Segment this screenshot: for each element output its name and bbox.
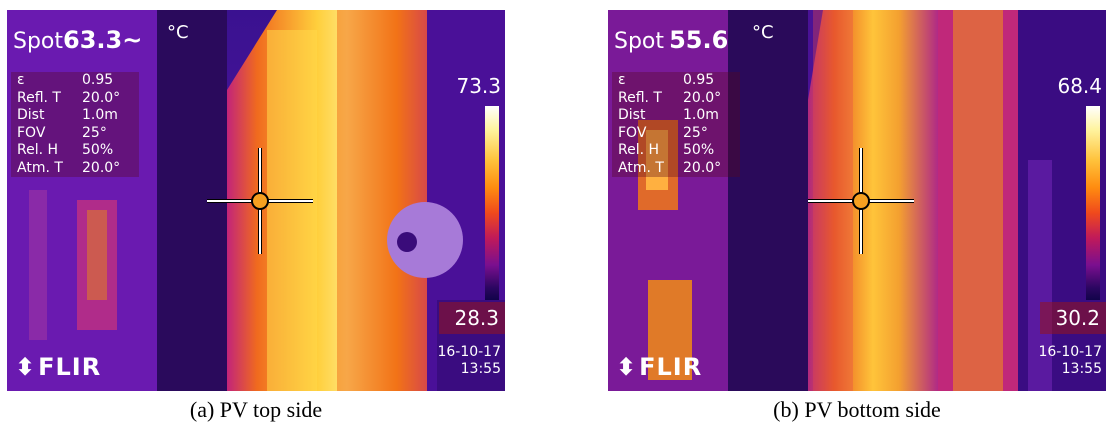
figure-caption: (b) PV bottom side <box>773 397 941 422</box>
param-row: Atm. T 20.0° <box>612 160 740 178</box>
thermal-image-a: Spot63.3~ °C ε 0.95 Refl. T 20.0° Dist 1.0m… <box>7 10 505 391</box>
param-row: Refl. T 20.0° <box>11 90 139 108</box>
param-key: Rel. H <box>17 142 59 158</box>
param-value: 0.95 <box>82 72 114 88</box>
thermal-image-b: Spot 55.6 °C ε 0.95 Refl. T 20.0° Dist 1.0m… <box>608 10 1106 391</box>
param-value: 20.0° <box>82 159 121 176</box>
param-key: Refl. T <box>17 89 61 106</box>
spot-label: Spot <box>614 29 665 54</box>
flir-mark-icon: ⬍ <box>15 353 37 381</box>
param-key: Dist <box>618 107 646 123</box>
crosshair-icon <box>207 148 313 254</box>
param-value: 20.0° <box>683 159 722 176</box>
spot-readout: Spot 55.6 <box>614 26 728 54</box>
thermal-figure-a: Spot63.3~ °C ε 0.95 Refl. T 20.0° Dist 1.0m… <box>7 10 505 423</box>
param-value: 50% <box>683 142 715 158</box>
flir-mark-icon: ⬍ <box>616 353 638 381</box>
param-row: Dist 1.0m <box>11 107 139 125</box>
param-value: 50% <box>82 142 114 158</box>
thermal-figure-b: Spot 55.6 °C ε 0.95 Refl. T 20.0° Dist 1.0m… <box>608 10 1106 423</box>
spot-readout: Spot63.3~ <box>13 26 142 54</box>
param-key: Atm. T <box>618 159 664 176</box>
param-row: FOV 25° <box>612 125 740 143</box>
param-row: Refl. T 20.0° <box>612 90 740 108</box>
logo-text: FLIR <box>38 353 102 381</box>
scale-max-value: 73.3 <box>456 74 501 98</box>
param-value: 1.0m <box>82 107 118 123</box>
crosshair-icon <box>808 148 914 254</box>
param-value: 20.0° <box>82 89 121 106</box>
camera-parameters: ε 0.95 Refl. T 20.0° Dist 1.0m FOV 25° Rel. … <box>11 72 139 177</box>
scale-min-value: 28.3 <box>439 302 505 334</box>
scale-min-value: 30.2 <box>1040 302 1106 334</box>
temperature-unit: °C <box>167 22 189 43</box>
param-value: 25° <box>82 124 107 141</box>
param-row: Rel. H 50% <box>11 142 139 160</box>
spot-value: 55.6 <box>669 26 729 54</box>
spot-label: Spot <box>13 29 64 54</box>
param-value: 20.0° <box>683 89 722 106</box>
param-key: Rel. H <box>618 142 660 158</box>
logo-text: FLIR <box>639 353 703 381</box>
param-key: Atm. T <box>17 159 63 176</box>
spot-value: 63.3~ <box>63 26 143 54</box>
param-key: ε <box>17 72 25 88</box>
time-text: 13:55 <box>1061 361 1102 377</box>
figure-caption: (a) PV top side <box>189 397 323 422</box>
param-value: 1.0m <box>683 107 719 123</box>
param-key: Refl. T <box>618 89 662 106</box>
param-key: Dist <box>17 107 45 123</box>
param-key: FOV <box>618 124 647 141</box>
timestamp: 16-10-17 13:55 <box>437 344 501 378</box>
flir-logo: ⬍ FLIR <box>616 353 702 381</box>
param-value: 0.95 <box>683 72 715 88</box>
param-row: ε 0.95 <box>11 72 139 90</box>
thermal-scene-a <box>7 10 505 391</box>
param-key: ε <box>618 72 626 88</box>
color-scale-bar <box>1086 106 1100 300</box>
date-text: 16-10-17 <box>437 344 501 360</box>
color-scale-bar <box>485 106 499 300</box>
param-row: FOV 25° <box>11 125 139 143</box>
param-value: 25° <box>683 124 708 141</box>
scale-max-value: 68.4 <box>1057 74 1102 98</box>
time-text: 13:55 <box>460 361 501 377</box>
param-row: ε 0.95 <box>612 72 740 90</box>
param-row: Atm. T 20.0° <box>11 160 139 178</box>
camera-parameters: ε 0.95 Refl. T 20.0° Dist 1.0m FOV 25° Rel. … <box>612 72 740 177</box>
param-row: Rel. H 50% <box>612 142 740 160</box>
date-text: 16-10-17 <box>1038 344 1102 360</box>
flir-logo: ⬍ FLIR <box>15 353 101 381</box>
param-key: FOV <box>17 124 46 141</box>
param-row: Dist 1.0m <box>612 107 740 125</box>
timestamp: 16-10-17 13:55 <box>1038 344 1102 378</box>
temperature-unit: °C <box>752 22 774 43</box>
